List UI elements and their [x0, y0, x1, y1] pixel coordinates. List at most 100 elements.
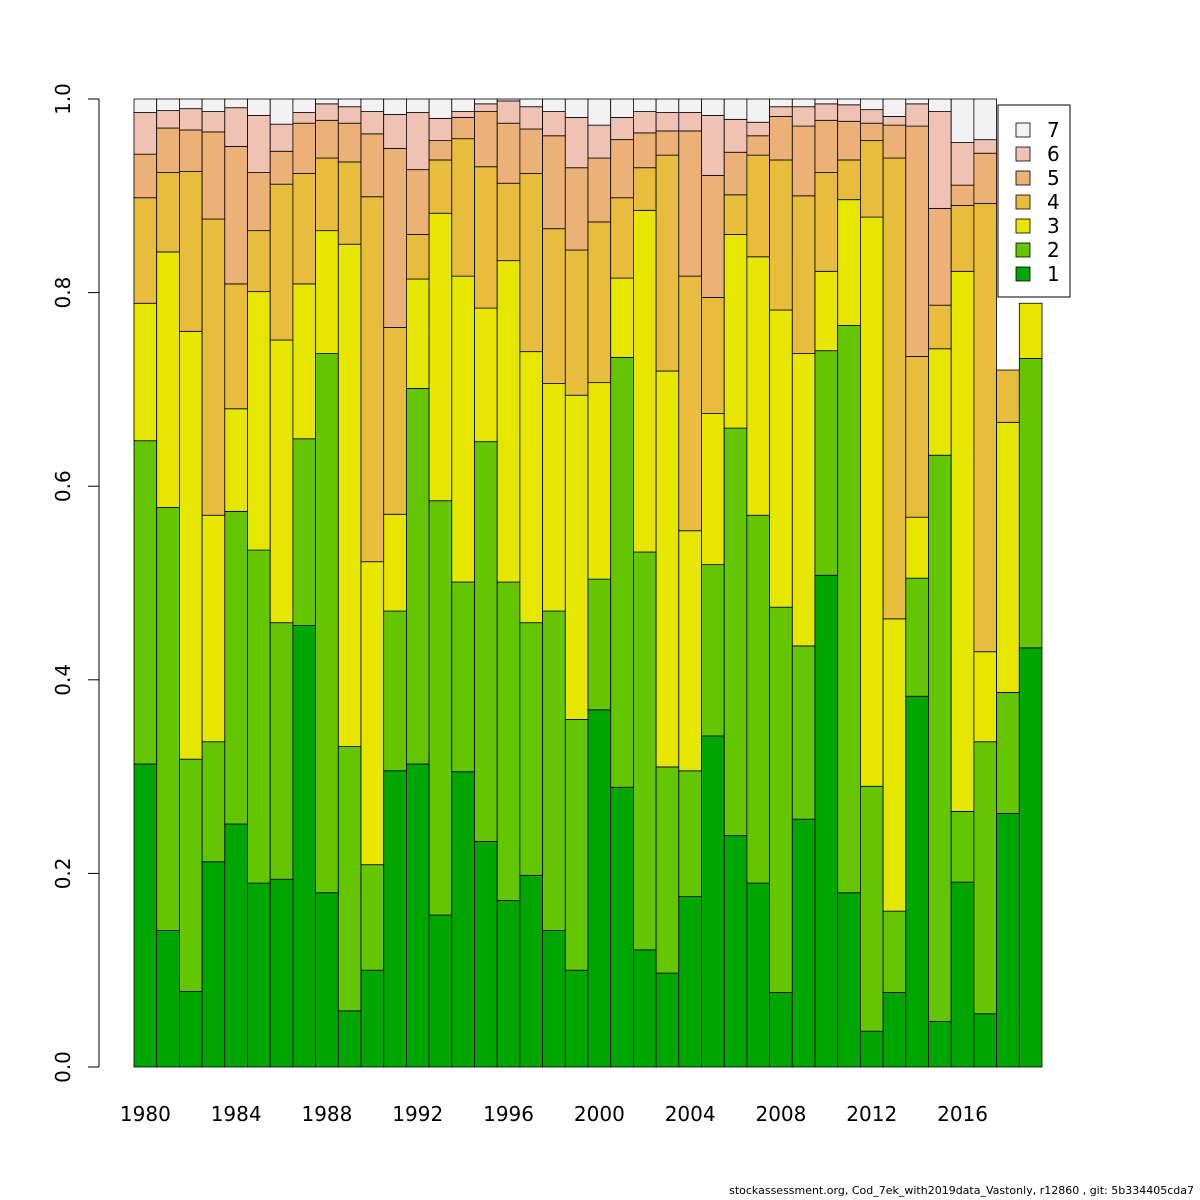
bar-segment-2001-age-7	[610, 98, 634, 118]
x-tick-label: 2016	[937, 1102, 988, 1126]
bar-segment-2009-age-3	[791, 353, 816, 647]
bar-segment-2012-age-2	[860, 785, 884, 1032]
bar-segment-1991-age-2	[383, 610, 407, 772]
bar-segment-2014-age-2	[905, 577, 929, 697]
bar-segment-2013-age-6	[882, 116, 907, 126]
bar-segment-1985-age-2	[247, 549, 271, 884]
bar-segment-1982-age-3	[178, 330, 203, 760]
bar-segment-1981-age-5	[156, 127, 180, 173]
bar-segment-1996-age-4	[496, 182, 521, 262]
bar-segment-2003-age-3	[655, 370, 680, 768]
bar-segment-2005-age-1	[701, 735, 725, 1068]
bar-segment-2019-age-2	[1018, 358, 1043, 649]
bar-segment-2000-age-3	[587, 382, 612, 580]
bar-segment-1997-age-4	[519, 173, 544, 353]
bar-segment-1990-age-5	[360, 133, 385, 198]
bar-segment-2003-age-6	[655, 112, 680, 132]
bar-segment-2005-age-5	[701, 175, 725, 298]
bar-segment-1981-age-4	[156, 172, 180, 253]
bar-segment-1983-age-4	[201, 218, 226, 516]
bar-segment-1986-age-3	[269, 339, 294, 624]
bar-segment-2003-age-2	[655, 766, 680, 974]
bar-segment-2004-age-2	[678, 770, 702, 898]
bar-segment-2010-age-6	[814, 103, 839, 121]
bar-segment-1995-age-6	[474, 103, 498, 112]
bar-segment-1983-age-2	[201, 741, 226, 863]
bar-segment-2011-age-7	[837, 98, 861, 106]
bar-segment-2014-age-1	[905, 695, 929, 1068]
bar-segment-1996-age-7	[496, 98, 521, 102]
legend-box	[997, 104, 1071, 298]
bar-segment-1988-age-5	[315, 119, 339, 159]
bar-segment-2002-age-3	[633, 209, 657, 553]
bar-segment-1984-age-6	[224, 107, 248, 147]
bar-segment-2018-age-4	[996, 369, 1020, 423]
bar-segment-2004-age-4	[678, 275, 702, 532]
bar-segment-1990-age-4	[360, 196, 385, 563]
bar-segment-1999-age-2	[564, 719, 589, 971]
bar-segment-1984-age-1	[224, 823, 248, 1068]
bar-segment-1987-age-3	[292, 283, 316, 440]
bar-segment-1996-age-5	[496, 122, 521, 184]
bar-segment-2014-age-6	[905, 103, 929, 127]
bar-segment-1987-age-7	[292, 98, 316, 113]
y-tick-label: 0.8	[51, 277, 75, 309]
bar-segment-2014-age-4	[905, 356, 929, 518]
bar-segment-1980-age-3	[133, 302, 158, 442]
bar-segment-2001-age-1	[610, 786, 634, 1068]
bar-segment-2011-age-6	[837, 104, 861, 122]
bar-segment-2008-age-4	[769, 159, 793, 311]
bar-segment-1989-age-2	[337, 746, 362, 1012]
bar-segment-2010-age-7	[814, 98, 839, 105]
bar-segment-2009-age-4	[791, 195, 816, 354]
bar-segment-1994-age-4	[451, 138, 475, 277]
x-tick-label: 1992	[392, 1102, 443, 1126]
x-tick-label: 1988	[301, 1102, 352, 1126]
bar-segment-1991-age-3	[383, 513, 407, 612]
bar-segment-1984-age-3	[224, 408, 248, 512]
bar-segment-1987-age-1	[292, 625, 316, 1068]
bar-segment-1995-age-7	[474, 98, 498, 105]
bar-segment-1994-age-2	[451, 581, 475, 773]
bar-segment-1998-age-2	[542, 610, 566, 931]
bar-segment-1997-age-2	[519, 622, 544, 876]
bar-segment-1998-age-3	[542, 383, 566, 612]
bar-segment-1999-age-3	[564, 394, 589, 720]
bar-segment-2019-age-1	[1018, 647, 1043, 1068]
bar-segment-1993-age-4	[428, 159, 453, 214]
bar-segment-1993-age-5	[428, 140, 453, 161]
bar-segment-1996-age-3	[496, 260, 521, 583]
bar-segment-2013-age-1	[882, 992, 907, 1068]
bar-segment-1989-age-6	[337, 106, 362, 124]
bar-segment-2009-age-7	[791, 98, 816, 108]
bar-segment-1991-age-5	[383, 147, 407, 328]
bar-segment-2002-age-5	[633, 132, 657, 169]
bar-segment-1999-age-5	[564, 167, 589, 251]
bar-segment-2016-age-1	[950, 881, 975, 1068]
bar-segment-2002-age-7	[633, 98, 657, 112]
bar-segment-2007-age-1	[746, 882, 771, 1068]
bar-segment-1983-age-7	[201, 98, 226, 112]
bar-segment-1997-age-7	[519, 98, 544, 108]
bar-segment-2015-age-6	[928, 111, 952, 209]
bar-segment-2000-age-4	[587, 221, 612, 384]
bar-segment-2014-age-7	[905, 98, 929, 105]
bar-segment-2011-age-4	[837, 159, 861, 201]
bar-segment-2013-age-3	[882, 618, 907, 912]
bar-segment-1986-age-5	[269, 150, 294, 185]
bar-segment-2006-age-2	[723, 427, 748, 837]
bar-segment-1995-age-3	[474, 307, 498, 443]
x-tick-label: 2004	[665, 1102, 716, 1126]
bar-segment-2007-age-2	[746, 514, 771, 884]
bar-segment-1983-age-3	[201, 514, 226, 743]
bar-segment-2017-age-5	[973, 152, 998, 204]
bar-segment-2012-age-1	[860, 1030, 884, 1068]
bar-segment-1989-age-4	[337, 161, 362, 245]
bar-segment-2010-age-2	[814, 350, 839, 576]
bar-segment-1993-age-6	[428, 117, 453, 142]
y-tick-label: 0.4	[51, 664, 75, 696]
legend-label-4: 4	[1047, 190, 1060, 214]
x-tick-label: 1984	[211, 1102, 262, 1126]
bar-segment-2000-age-2	[587, 578, 612, 711]
bar-segment-2016-age-6	[950, 142, 975, 186]
